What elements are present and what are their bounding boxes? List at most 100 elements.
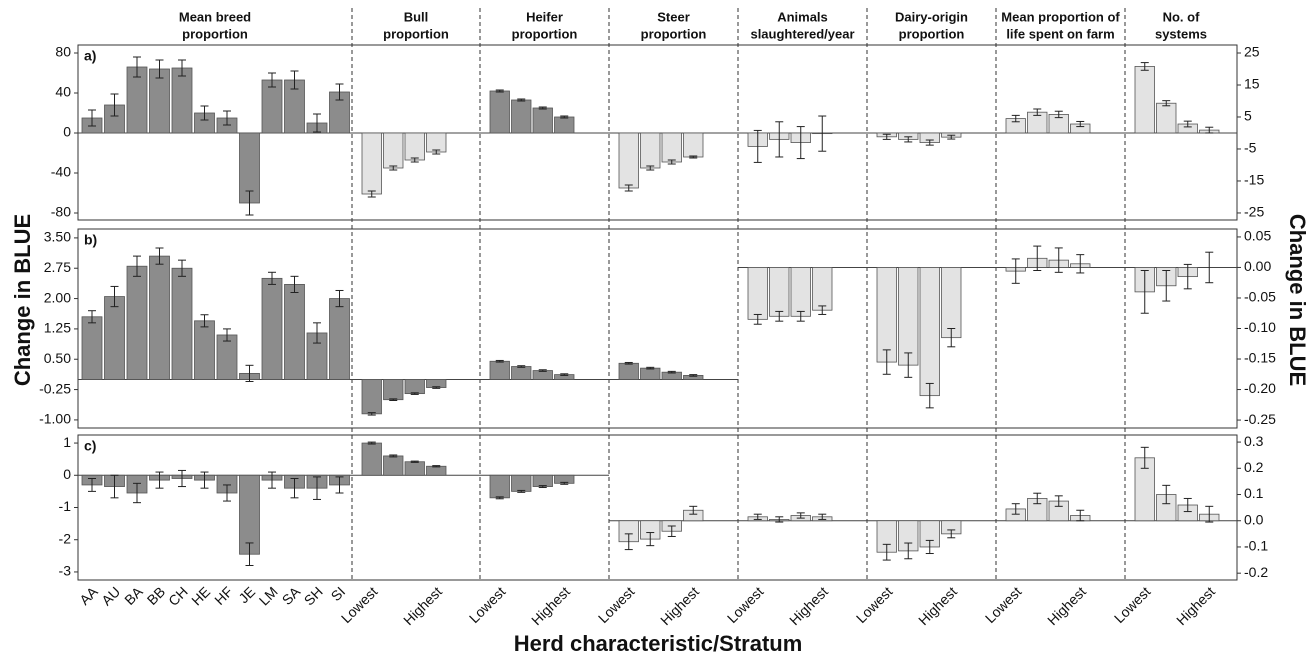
bar — [941, 267, 962, 339]
y2-tick-label: -0.10 — [1244, 319, 1276, 335]
y-tick-label: 1 — [63, 434, 71, 450]
y2-axis-label: Change in BLUE — [1285, 214, 1310, 386]
y2-tick-label: -0.15 — [1244, 350, 1276, 366]
bar — [511, 99, 532, 134]
bar — [618, 362, 639, 380]
bar — [790, 267, 811, 317]
bar — [661, 132, 682, 163]
y2-tick-label: 0.2 — [1244, 459, 1264, 475]
bar — [1156, 102, 1177, 134]
x-tick-label: SA — [279, 583, 304, 608]
y-tick-label: -1.00 — [39, 411, 71, 427]
group-title: proportion — [641, 26, 707, 41]
y2-tick-label: 25 — [1244, 44, 1260, 60]
bar — [489, 90, 510, 134]
group-title: Steer — [657, 9, 690, 24]
x-tick-label: Highest — [528, 583, 573, 628]
y2-tick-label: -0.05 — [1244, 289, 1276, 305]
y-tick-label: -2 — [59, 530, 72, 546]
y2-tick-label: -0.20 — [1244, 380, 1276, 396]
y-tick-label: 2.00 — [44, 289, 71, 305]
bar — [747, 267, 768, 320]
bar — [261, 277, 283, 380]
y2-tick-label: -15 — [1244, 172, 1264, 188]
x-axis-label: Herd characteristic/Stratum — [514, 631, 803, 656]
bar — [640, 132, 661, 169]
x-tick-label: Highest — [400, 583, 445, 628]
group-title: Mean breed — [179, 9, 251, 24]
y-tick-label: 3.50 — [44, 229, 71, 245]
y2-tick-label: -25 — [1244, 204, 1264, 220]
x-tick-label: Highest — [786, 583, 831, 628]
bar — [511, 474, 532, 492]
bar — [919, 267, 940, 397]
bar — [511, 366, 532, 380]
bar — [361, 379, 382, 415]
panel-frame — [77, 228, 1238, 429]
group-title: Animals — [777, 9, 828, 24]
bar — [284, 284, 305, 380]
bar — [769, 267, 790, 317]
x-tick-label: Lowest — [853, 583, 896, 626]
x-tick-label: SH — [301, 583, 326, 608]
y2-tick-label: -5 — [1244, 140, 1257, 156]
x-tick-label: SI — [328, 583, 349, 604]
group-title: No. of — [1163, 9, 1200, 24]
bar — [171, 267, 193, 380]
bar — [171, 67, 193, 134]
bar — [149, 255, 170, 380]
bar — [426, 465, 447, 476]
y2-tick-label: -0.1 — [1244, 538, 1268, 554]
y-tick-label: -3 — [59, 563, 72, 579]
bar — [361, 442, 382, 476]
bar — [532, 370, 553, 380]
x-tick-label: CH — [165, 583, 191, 609]
y2-tick-label: 0.00 — [1244, 258, 1271, 274]
y2-tick-label: -0.2 — [1244, 564, 1268, 580]
bar — [104, 296, 125, 380]
y-tick-label: 0 — [63, 124, 71, 140]
group-title: proportion — [512, 26, 578, 41]
bar — [383, 132, 404, 169]
group-title: Mean proportion of — [1001, 9, 1120, 24]
group-title: Bull — [404, 9, 429, 24]
y2-tick-label: 5 — [1244, 108, 1252, 124]
x-tick-label: Lowest — [338, 583, 381, 626]
bar — [640, 367, 661, 380]
y-tick-label: -0.25 — [39, 380, 71, 396]
group-title: life spent on farm — [1006, 26, 1114, 41]
y-tick-label: -1 — [59, 498, 72, 514]
bar — [532, 107, 553, 134]
bar — [812, 267, 833, 311]
bar — [149, 68, 170, 134]
bar — [532, 474, 553, 487]
bar — [239, 474, 260, 555]
panel-label: a) — [84, 48, 96, 64]
x-tick-label: LM — [256, 583, 281, 608]
bar — [404, 461, 425, 476]
bar — [489, 360, 510, 380]
bar — [261, 79, 283, 134]
y-tick-label: 40 — [55, 84, 71, 100]
x-tick-label: Highest — [915, 583, 960, 628]
bar — [194, 320, 215, 380]
y-axis-label: Change in BLUE — [10, 214, 35, 386]
group-title: systems — [1155, 26, 1207, 41]
x-tick-label: Highest — [657, 583, 702, 628]
x-tick-label: BA — [121, 583, 146, 608]
y-tick-label: -80 — [51, 204, 71, 220]
group-title: proportion — [383, 26, 449, 41]
bar — [216, 334, 238, 380]
x-tick-label: HF — [211, 583, 236, 608]
bar — [683, 132, 704, 158]
x-tick-label: HE — [188, 583, 213, 608]
bar — [426, 132, 447, 153]
group-title: Dairy-origin — [895, 9, 968, 24]
y2-tick-label: -0.25 — [1244, 411, 1276, 427]
y-tick-label: 0 — [63, 466, 71, 482]
y2-tick-label: 0.1 — [1244, 485, 1264, 501]
bar — [618, 132, 639, 189]
bar — [383, 379, 404, 401]
y-tick-label: 2.75 — [44, 259, 71, 275]
